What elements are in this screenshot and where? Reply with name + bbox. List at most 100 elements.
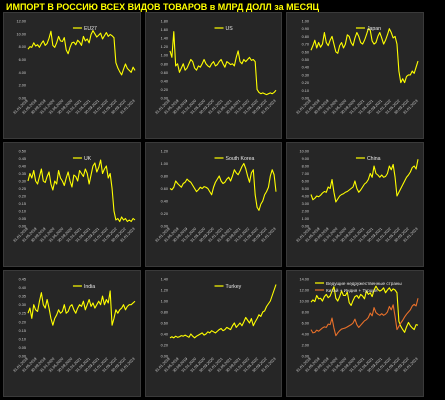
series-line [310,298,419,337]
y-tick-label: 1.20 [161,289,168,293]
y-tick-label: 0.30 [19,303,26,307]
y-tick-label: 7.00 [302,172,309,176]
y-tick-label: 1.00 [302,217,309,221]
y-tick-label: 0.60 [161,322,168,326]
y-tick-label: 0.00 [302,97,309,101]
y-tick-label: 1.00 [161,162,168,166]
y-tick-label: 0.40 [302,66,309,70]
legend-label: Ведущие недружественные страны [326,281,402,286]
y-tick-label: 8.00 [302,165,309,169]
y-tick-label: 0.35 [19,295,26,299]
y-tick-label: 1.20 [161,150,168,154]
chart-panel-turkey: 0.00 0.20 0.40 0.60 0.80 1.00 1.20 1.40 31.01.20… [145,270,282,397]
y-tick-label: 6.00 [19,58,26,62]
line-chart: 0.00 0.20 0.40 0.60 0.80 1.00 1.20 1.40 1.60 1.80… [154,20,277,116]
y-tick-label: 1.00 [161,54,168,58]
y-tick-label: 0.60 [161,71,168,75]
y-tick-label: 1.60 [161,28,168,32]
chart-panel-japan: 0.00 0.10 0.20 0.30 0.40 0.50 0.60 0.70 0.80 0.90… [286,12,424,139]
y-tick-label: 0.35 [19,172,26,176]
series-line [169,31,277,96]
line-chart: 0.000.200.400.600.801.001.201.4031.01.20… [154,278,277,374]
y-tick-label: 0.00 [161,355,168,359]
y-tick-label: 0.00 [161,97,168,101]
y-tick-label: 10.00 [299,150,309,154]
y-tick-label: 9.00 [302,157,309,161]
series-line [27,159,136,223]
y-tick-label: 0.05 [19,217,26,221]
y-tick-label: 4.00 [19,71,26,75]
y-tick-label: 8.00 [19,45,26,49]
y-tick-label: 0.70 [302,43,309,47]
y-tick-label: 12.00 [299,289,309,293]
y-tick-label: 0.45 [19,157,26,161]
y-tick-label: 0.00 [19,97,26,101]
y-tick-label: 0.00 [19,225,26,229]
y-tick-label: 14.00 [299,278,309,282]
chart-panel-eu27: 0.00 2.00 4.00 6.00 8.00 10.00 12.00 31.01.2019… [3,12,141,139]
y-tick-label: 0.10 [19,210,26,214]
chart-panel-china: 0.00 1.00 2.00 3.00 4.00 5.00 6.00 7.00 8.00 9.00… [286,142,424,267]
y-tick-label: 2.00 [19,84,26,88]
y-tick-label: 0.20 [161,88,168,92]
y-tick-label: 0.60 [161,187,168,191]
legend-label: Japan [367,26,381,32]
line-chart: 0.002.004.006.008.0010.0012.0031.01.2019… [12,20,136,116]
line-chart: 0.002.004.006.008.0010.0012.0014.0031.01… [295,278,419,374]
chart-panel-india: 0.00 0.05 0.10 0.15 0.20 0.25 0.30 0.35 0.40 0.45… [3,270,141,397]
y-tick-label: 0.80 [161,62,168,66]
y-tick-label: 0.80 [161,175,168,179]
legend-label: Китай + Индия + Турция [326,287,378,293]
y-tick-label: 0.40 [19,286,26,290]
y-tick-label: 12.00 [16,20,26,24]
y-tick-label: 0.00 [302,355,309,359]
y-tick-label: 0.80 [161,311,168,315]
y-tick-label: 0.50 [19,150,26,154]
legend-label: Turkey [226,284,242,290]
page-title: ИМПОРТ В РОССИЮ ВСЕХ ВИДОВ ТОВАРОВ в МЛР… [6,2,320,12]
y-tick-label: 2.00 [302,210,309,214]
line-chart: 0.00 1.00 2.00 3.00 4.00 5.00 6.00 7.00 8.00 9.00… [295,150,419,244]
y-tick-label: 1.80 [161,20,168,24]
line-chart: 0.00 0.05 0.10 0.15 0.20 0.25 0.30 0.35 0.40 0.45… [12,278,136,374]
line-chart: 0.00 0.05 0.10 0.15 0.20 0.25 0.30 0.35 0.40 0.45… [12,150,136,244]
series-line [27,30,136,76]
legend-label: India [84,284,95,290]
legend-label: China [367,156,381,162]
chart-panel-us: 0.00 0.20 0.40 0.60 0.80 1.00 1.20 1.40 1.60 1.80… [145,12,282,139]
y-tick-label: 1.00 [302,20,309,24]
legend-label: EU27 [84,26,97,32]
series-line [27,290,136,326]
y-tick-label: 0.20 [302,81,309,85]
series-line [169,284,277,339]
y-tick-label: 0.30 [302,73,309,77]
y-tick-label: 0.40 [161,79,168,83]
y-tick-label: 0.20 [19,320,26,324]
series-line [310,159,419,203]
y-tick-label: 0.15 [19,202,26,206]
y-tick-label: 2.00 [302,344,309,348]
y-tick-label: 0.25 [19,187,26,191]
y-tick-label: 6.00 [302,322,309,326]
legend-label: US [226,26,234,32]
y-tick-label: 0.45 [19,278,26,282]
series-line [310,28,419,84]
y-tick-label: 1.40 [161,278,168,282]
y-tick-label: 8.00 [302,311,309,315]
line-chart: 0.000.200.400.600.801.001.2031.01.201931… [154,150,277,244]
y-tick-label: 0.00 [161,225,168,229]
y-tick-label: 4.00 [302,333,309,337]
line-chart: 0.00 0.10 0.20 0.30 0.40 0.50 0.60 0.70 0.80 0.90… [295,20,419,116]
y-tick-label: 0.30 [19,180,26,184]
chart-panel-south-korea: 0.00 0.20 0.40 0.60 0.80 1.00 1.20 31.01.2019 31… [145,142,282,267]
y-tick-label: 0.40 [161,200,168,204]
y-tick-label: 10.00 [16,32,26,36]
y-tick-label: 0.15 [19,329,26,333]
y-tick-label: 3.00 [302,202,309,206]
y-tick-label: 1.00 [161,300,168,304]
y-tick-label: 5.00 [302,187,309,191]
y-tick-label: 0.80 [302,35,309,39]
series-line [169,162,277,211]
y-tick-label: 1.20 [161,45,168,49]
y-tick-label: 0.20 [19,195,26,199]
